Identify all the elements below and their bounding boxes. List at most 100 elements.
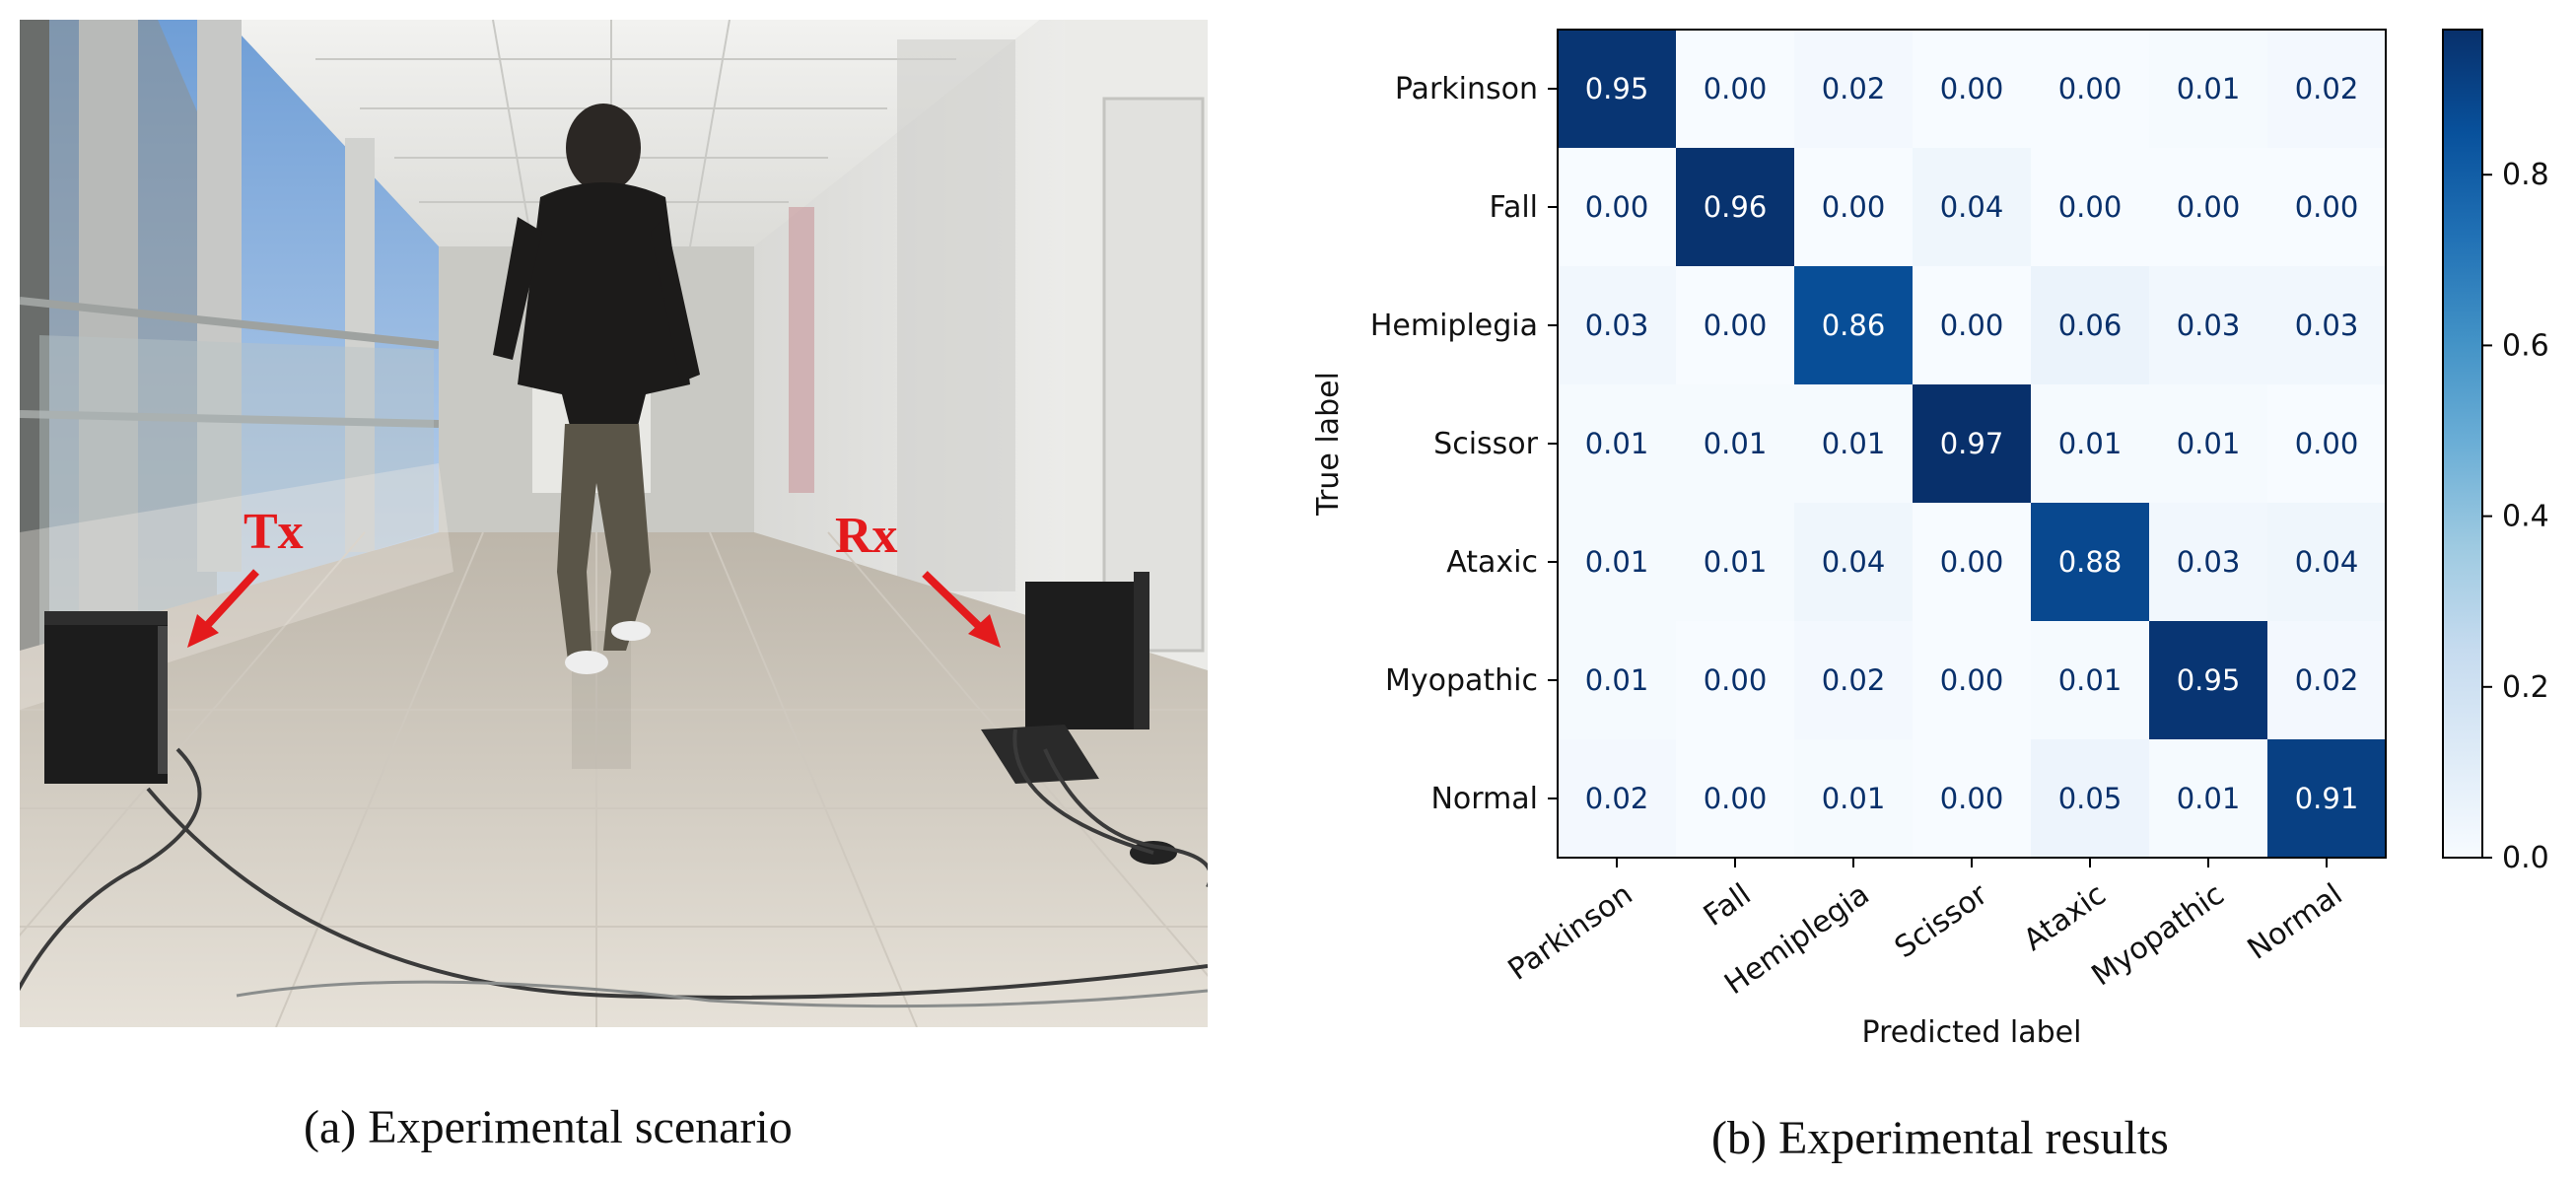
heatmap-cell	[1913, 266, 2031, 384]
cell-value-label: 0.01	[2058, 427, 2123, 460]
cell-value-label: 0.00	[2295, 427, 2359, 460]
cell-value-label: 0.00	[1822, 190, 1886, 224]
cell-value-label: 0.03	[2295, 309, 2359, 342]
heatmap-cell	[2267, 30, 2386, 148]
cell-value-label: 0.00	[1704, 309, 1768, 342]
heatmap-cell	[2031, 266, 2149, 384]
cell-value-label: 0.86	[1822, 309, 1886, 342]
heatmap-cell	[1794, 148, 1913, 266]
row-tick-label: Parkinson	[1395, 72, 1538, 106]
heatmap-cell	[1913, 621, 2031, 739]
cell-value-label: 0.01	[2177, 72, 2241, 105]
cell-value-label: 0.00	[1940, 545, 2004, 579]
heatmap-cell	[1913, 384, 2031, 503]
heatmap-cell	[1676, 621, 1794, 739]
cell-value-label: 0.95	[1585, 72, 1649, 105]
colorbar-tick-label: 0.0	[2502, 841, 2549, 875]
heatmap-cell	[1794, 621, 1913, 739]
cell-value-label: 0.01	[2177, 427, 2241, 460]
heatmap-cells	[1558, 30, 2386, 858]
heatmap-cell	[2031, 503, 2149, 621]
heatmap-cell	[1794, 739, 1913, 858]
heatmap-cell	[2031, 621, 2149, 739]
cell-value-label: 0.01	[1704, 545, 1768, 579]
cell-value-label: 0.00	[1940, 72, 2004, 105]
cell-value-label: 0.01	[1822, 782, 1886, 815]
rx-label: Rx	[835, 508, 898, 564]
rx-arrow	[922, 571, 1001, 648]
heatmap-cell	[2031, 30, 2149, 148]
heatmap-cell	[2031, 739, 2149, 858]
col-tick-label: Parkinson	[1502, 877, 1639, 988]
cell-value-label: 0.00	[1940, 782, 2004, 815]
heatmap-cell	[1558, 621, 1676, 739]
row-tick-label: Hemiplegia	[1370, 309, 1538, 343]
rx-device	[981, 572, 1177, 865]
heatmap-cell	[1794, 384, 1913, 503]
heatmap-cell	[1558, 148, 1676, 266]
heatmap-cell	[1558, 384, 1676, 503]
heatmap-cell	[1676, 384, 1794, 503]
heatmap-cell	[2267, 739, 2386, 858]
cell-value-label: 0.02	[1822, 663, 1886, 697]
heatmap-cell	[1558, 503, 1676, 621]
cell-value-label: 0.03	[2177, 545, 2241, 579]
cell-value-label: 0.00	[1940, 663, 2004, 697]
heatmap-cell	[2031, 384, 2149, 503]
cell-value-label: 0.01	[1704, 427, 1768, 460]
row-tick-label: Myopathic	[1385, 663, 1538, 698]
tx-device	[44, 611, 168, 784]
col-tick-label: Scissor	[1889, 877, 1994, 966]
cell-value-label: 0.02	[1585, 782, 1649, 815]
cell-value-label: 0.00	[1704, 782, 1768, 815]
confusion-matrix-chart: 0.95 0.00 0.02 0.00 0.00 0.01 0.020.00 0.96 0.00…	[1311, 29, 2549, 1050]
cell-value-label: 0.04	[2295, 545, 2359, 579]
cell-value-label: 0.00	[2177, 190, 2241, 224]
cell-value-label: 0.02	[2295, 72, 2359, 105]
heatmap-cell	[2149, 739, 2267, 858]
cell-value-label: 0.00	[2295, 190, 2359, 224]
heatmap-cell	[2149, 148, 2267, 266]
col-tick-label: Normal	[2242, 877, 2349, 967]
heatmap-cell	[1676, 503, 1794, 621]
colorbar-gradient	[2442, 29, 2483, 859]
col-tick-label: Fall	[1698, 877, 1758, 934]
colorbar-tick-label: 0.8	[2502, 158, 2549, 192]
heatmap-cell	[2267, 621, 2386, 739]
colorbar-tick-label: 0.2	[2502, 670, 2549, 705]
cell-value-label: 0.00	[1704, 663, 1768, 697]
cell-value-label: 0.01	[1585, 427, 1649, 460]
heatmap-cell	[1676, 266, 1794, 384]
heatmap-cell	[2149, 384, 2267, 503]
heatmap-cell	[1913, 739, 2031, 858]
hallway-scene-illustration	[20, 20, 1208, 1027]
cell-value-label: 0.00	[1585, 190, 1649, 224]
heatmap-cell-values: 0.95 0.00 0.02 0.00 0.00 0.01 0.02 0.00 0.96 0.00…	[1585, 72, 2359, 815]
cell-value-label: 0.03	[2177, 309, 2241, 342]
cell-value-label: 0.91	[2295, 782, 2359, 815]
heatmap-cell	[1794, 266, 1913, 384]
heatmap-cell	[2149, 621, 2267, 739]
cell-value-label: 0.03	[1585, 309, 1649, 342]
heatmap-cell	[1676, 148, 1794, 266]
cell-value-label: 0.95	[2177, 663, 2241, 697]
cell-value-label: 0.00	[1940, 309, 2004, 342]
heatmap-cell	[1558, 30, 1676, 148]
cell-value-label: 0.88	[2058, 545, 2123, 579]
y-axis-label: True label	[1311, 372, 1346, 517]
heatmap-cell	[1794, 503, 1913, 621]
heatmap-cell	[1676, 30, 1794, 148]
cell-value-label: 0.02	[2295, 663, 2359, 697]
heatmap-cell	[2267, 384, 2386, 503]
cell-value-label: 0.00	[2058, 72, 2123, 105]
colorbar: 0.0 0.2 0.4 0.6 0.8	[2442, 29, 2549, 875]
row-tick-label: Scissor	[1433, 427, 1538, 461]
cell-value-label: 0.02	[1822, 72, 1886, 105]
heatmap-cell	[2149, 503, 2267, 621]
cell-value-label: 0.05	[2058, 782, 2123, 815]
cell-value-label: 0.01	[2177, 782, 2241, 815]
heatmap-cell	[2149, 30, 2267, 148]
row-tick-label: Fall	[1489, 190, 1538, 225]
col-tick-label: Myopathic	[2086, 877, 2231, 994]
